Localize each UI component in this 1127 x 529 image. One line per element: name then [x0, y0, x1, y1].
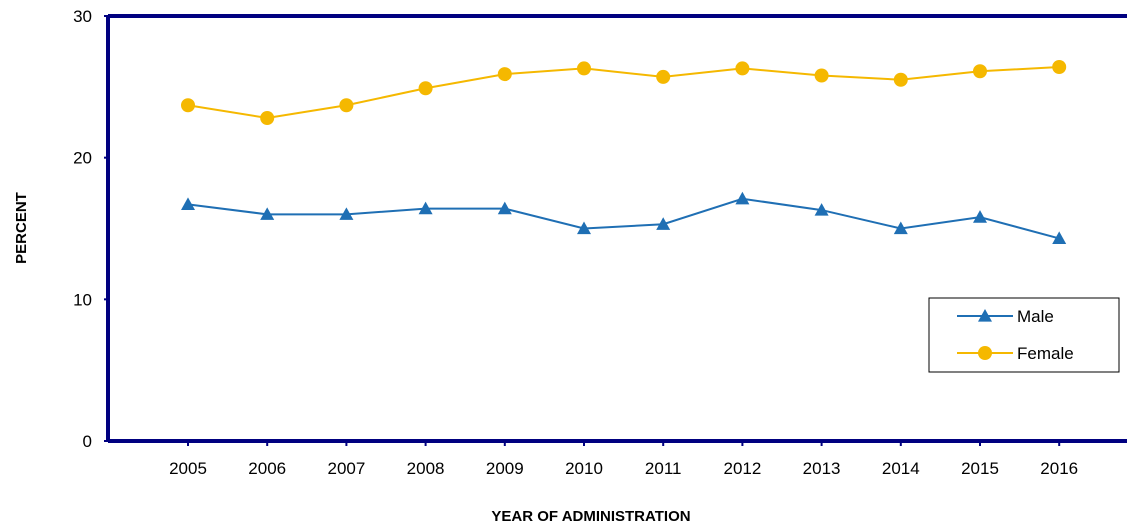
- x-tick-label: 2007: [327, 459, 365, 478]
- data-point-female: [260, 111, 275, 125]
- x-tick-label: 2008: [407, 459, 445, 478]
- x-axis-ticks: 2005 2006 2007 2008 2009 2010 2011 2012 2013 2014…: [169, 441, 1078, 478]
- legend-swatch-marker: [978, 346, 992, 360]
- y-axis-title: PERCENT: [13, 192, 30, 264]
- y-axis-ticks: 0 10 20 30: [73, 7, 108, 451]
- x-axis-title: YEAR OF ADMINISTRATION: [491, 508, 690, 525]
- data-point-female: [577, 61, 591, 76]
- data-point-female: [497, 67, 512, 82]
- x-tick-label: 2013: [803, 459, 841, 478]
- data-point-male: [577, 221, 591, 235]
- x-tick-label: 2005: [169, 459, 207, 478]
- data-point-female: [814, 68, 829, 83]
- data-point-female: [339, 98, 354, 113]
- legend-swatch-marker: [978, 309, 992, 322]
- legend-label: Male: [1017, 307, 1054, 326]
- y-tick-label: 0: [83, 432, 92, 451]
- data-point-female: [181, 98, 195, 113]
- x-tick-label: 2014: [882, 459, 920, 478]
- data-point-female: [418, 81, 433, 96]
- x-tick-label: 2009: [486, 459, 524, 478]
- data-point-female: [735, 61, 750, 76]
- y-tick-label: 10: [73, 290, 92, 309]
- legend-entry-male: Male: [957, 307, 1054, 326]
- data-point-female: [893, 72, 908, 87]
- legend-entry-female: Female: [957, 344, 1074, 363]
- x-tick-label: 2006: [248, 459, 286, 478]
- data-point-male: [339, 207, 354, 220]
- x-tick-label: 2012: [723, 459, 761, 478]
- series-layer: [181, 60, 1067, 245]
- y-tick-label: 20: [73, 149, 92, 168]
- data-point-male: [260, 207, 275, 220]
- legend: Male Female: [928, 297, 1120, 373]
- data-point-male: [973, 210, 987, 223]
- data-point-male: [656, 217, 671, 230]
- data-point-female: [973, 64, 987, 79]
- data-point-female: [656, 69, 671, 84]
- x-tick-label: 2011: [645, 459, 682, 478]
- series-line-female: [187, 66, 1060, 120]
- plot-area: [106, 14, 1127, 443]
- data-point-female: [1052, 60, 1067, 74]
- data-point-male: [1052, 231, 1067, 245]
- x-tick-label: 2015: [961, 459, 999, 478]
- x-tick-label: 2010: [565, 459, 603, 478]
- y-tick-label: 30: [73, 7, 92, 26]
- data-point-male: [893, 221, 908, 235]
- data-point-male: [181, 197, 195, 211]
- series-line-male: [187, 197, 1060, 240]
- legend-label: Female: [1017, 344, 1074, 363]
- data-point-male: [814, 203, 829, 216]
- data-point-male: [735, 191, 750, 205]
- legend-box: [928, 297, 1120, 373]
- series-male: [181, 191, 1067, 245]
- data-point-male: [497, 201, 512, 215]
- x-tick-label: 2016: [1040, 459, 1078, 478]
- series-female: [181, 60, 1067, 125]
- data-point-male: [418, 201, 433, 215]
